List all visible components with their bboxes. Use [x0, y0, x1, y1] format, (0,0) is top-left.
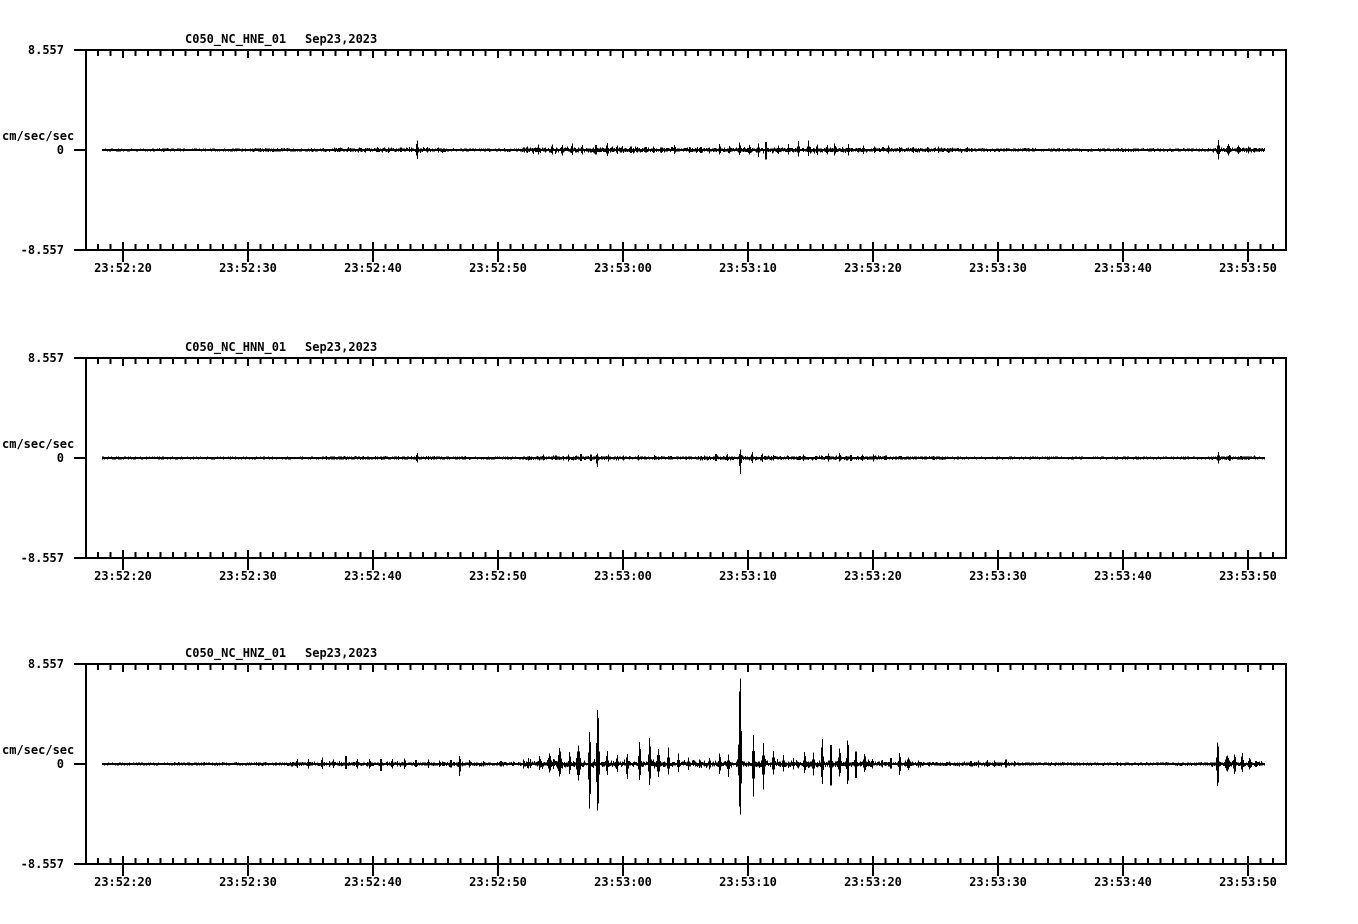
panel-HNE	[74, 49, 1287, 262]
x-tick-label: 23:53:50	[1219, 875, 1277, 889]
x-tick-label: 23:53:40	[1094, 261, 1152, 275]
x-tick-label: 23:52:30	[219, 875, 277, 889]
x-tick-label: 23:52:50	[469, 875, 527, 889]
x-tick-label: 23:53:00	[594, 569, 652, 583]
axis-ticks	[74, 663, 1274, 876]
panel-3-yzero-label: 0	[56, 757, 64, 771]
x-tick-label: 23:52:40	[344, 261, 402, 275]
x-tick-label: 23:53:30	[969, 261, 1027, 275]
panel-3-ymax-label: 8.557	[27, 657, 64, 671]
panel-1-ymin-label: -8.557	[20, 243, 64, 257]
trace-HNN	[101, 449, 1266, 475]
axis-ticks	[74, 49, 1274, 262]
x-tick-label: 23:53:30	[969, 569, 1027, 583]
panel-3-ymin-label: -8.557	[20, 857, 64, 871]
panel-HNZ	[74, 663, 1287, 876]
x-tick-label: 23:52:20	[94, 569, 152, 583]
x-tick-label: 23:53:40	[1094, 875, 1152, 889]
axis-ticks	[74, 357, 1274, 570]
x-tick-label: 23:52:50	[469, 569, 527, 583]
x-tick-label: 23:52:30	[219, 261, 277, 275]
x-tick-label: 23:52:20	[94, 875, 152, 889]
panel-2-ymax-label: 8.557	[27, 351, 64, 365]
trace-HNZ	[101, 678, 1266, 815]
x-tick-label: 23:52:40	[344, 569, 402, 583]
x-tick-label: 23:53:00	[594, 261, 652, 275]
panel-1-ymax-label: 8.557	[27, 43, 64, 57]
panel-1-date: Sep23,2023	[305, 32, 378, 46]
panel-HNN	[74, 357, 1287, 570]
panel-1-title: C050_NC_HNE_01	[185, 32, 287, 46]
x-tick-label: 23:52:30	[219, 569, 277, 583]
panel-2-yunit-label: cm/sec/sec	[2, 437, 75, 451]
x-tick-label: 23:52:50	[469, 261, 527, 275]
x-tick-label: 23:53:10	[719, 875, 777, 889]
panel-2-title: C050_NC_HNN_01	[185, 340, 287, 354]
x-tick-label: 23:53:00	[594, 875, 652, 889]
trace-HNE	[101, 140, 1266, 160]
panel-3-yunit-label: cm/sec/sec	[2, 743, 75, 757]
x-tick-label: 23:53:40	[1094, 569, 1152, 583]
x-tick-label: 23:53:20	[844, 569, 902, 583]
panel-2-yzero-label: 0	[56, 451, 64, 465]
x-tick-label: 23:53:20	[844, 875, 902, 889]
panel-3-date: Sep23,2023	[305, 646, 378, 660]
panel-1-yunit-label: cm/sec/sec	[2, 129, 75, 143]
panel-3-title: C050_NC_HNZ_01	[185, 646, 287, 660]
x-tick-label: 23:53:10	[719, 569, 777, 583]
x-tick-label: 23:53:10	[719, 261, 777, 275]
x-tick-label: 23:53:50	[1219, 569, 1277, 583]
panel-2-ymin-label: -8.557	[20, 551, 64, 565]
x-tick-label: 23:52:40	[344, 875, 402, 889]
panel-1-yzero-label: 0	[56, 143, 64, 157]
x-tick-label: 23:53:50	[1219, 261, 1277, 275]
x-tick-label: 23:52:20	[94, 261, 152, 275]
x-tick-label: 23:53:20	[844, 261, 902, 275]
panel-2-date: Sep23,2023	[305, 340, 378, 354]
x-tick-label: 23:53:30	[969, 875, 1027, 889]
